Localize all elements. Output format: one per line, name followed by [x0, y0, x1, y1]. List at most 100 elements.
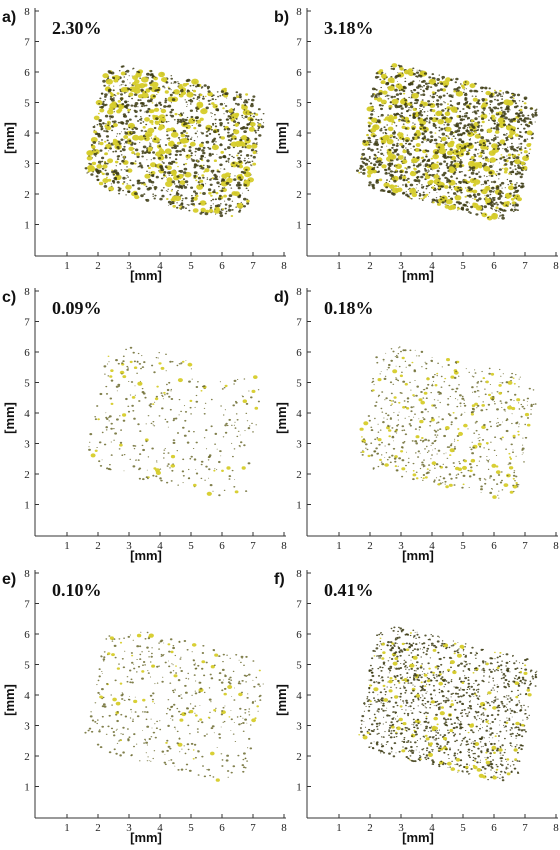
- particle: [530, 403, 533, 406]
- particle: [414, 380, 416, 381]
- particle: [178, 93, 181, 96]
- particle: [208, 687, 211, 689]
- particle: [187, 204, 190, 206]
- particle: [528, 152, 530, 154]
- particle: [127, 176, 129, 178]
- particle: [410, 90, 413, 92]
- particle: [140, 105, 144, 108]
- particle: [516, 105, 519, 108]
- particle: [191, 378, 193, 380]
- particle: [377, 452, 379, 454]
- particle: [482, 183, 484, 185]
- particle: [514, 206, 516, 208]
- particle: [164, 87, 166, 89]
- particle: [486, 456, 488, 457]
- particle: [112, 731, 116, 733]
- particle: [247, 427, 251, 430]
- particle: [117, 140, 121, 143]
- particle: [428, 192, 431, 194]
- particle: [186, 106, 188, 107]
- particle: [393, 113, 396, 116]
- particle: [218, 460, 221, 464]
- particle: [189, 703, 192, 705]
- particle: [404, 102, 408, 105]
- particle: [145, 89, 151, 93]
- particle: [467, 186, 471, 189]
- particle: [489, 193, 492, 196]
- particle: [180, 133, 186, 138]
- particle: [244, 430, 246, 432]
- particle: [241, 680, 244, 682]
- particle: [166, 198, 169, 200]
- particle: [128, 139, 132, 143]
- particle: [241, 657, 243, 659]
- particle: [465, 208, 469, 212]
- particle: [145, 185, 148, 188]
- particle: [454, 438, 456, 440]
- particle: [205, 183, 207, 185]
- particle: [463, 114, 468, 118]
- particle: [468, 139, 471, 141]
- particle: [103, 84, 106, 87]
- particle: [368, 125, 371, 128]
- particle: [109, 468, 112, 471]
- particle: [381, 463, 385, 466]
- particle: [224, 431, 228, 434]
- particle: [453, 484, 456, 486]
- particle: [490, 425, 492, 428]
- particle: [432, 380, 435, 382]
- particle: [249, 118, 254, 121]
- particle: [165, 166, 168, 169]
- particle: [389, 399, 391, 402]
- particle: [488, 141, 491, 143]
- particle: [100, 125, 103, 128]
- particle: [361, 450, 365, 453]
- particle: [505, 195, 510, 199]
- particle: [148, 650, 150, 652]
- particle: [222, 653, 225, 656]
- particle: [223, 720, 226, 723]
- particle: [194, 150, 197, 153]
- particle: [119, 443, 123, 447]
- particle: [133, 126, 136, 129]
- particle: [498, 210, 500, 212]
- particle: [166, 105, 169, 108]
- particle: [387, 414, 390, 417]
- particle: [126, 676, 129, 678]
- particle: [199, 179, 204, 183]
- particle: [225, 110, 229, 113]
- particle: [109, 397, 113, 400]
- particle: [380, 99, 387, 105]
- particle: [208, 154, 212, 157]
- particle: [486, 194, 490, 197]
- particle: [396, 153, 400, 156]
- particle: [139, 645, 142, 648]
- particle: [498, 384, 502, 387]
- particle: [411, 157, 418, 164]
- particle: [507, 390, 510, 393]
- particle: [149, 661, 152, 663]
- particle: [116, 711, 119, 713]
- particle: [498, 178, 500, 180]
- particle: [179, 718, 184, 722]
- particle: [378, 443, 381, 446]
- particle: [182, 112, 185, 114]
- particle: [188, 380, 191, 383]
- particle: [514, 112, 518, 115]
- particle: [167, 745, 171, 748]
- particle: [172, 441, 176, 444]
- particle: [442, 482, 444, 484]
- particle: [121, 362, 124, 364]
- particle: [526, 401, 528, 402]
- particle: [133, 667, 136, 670]
- particle: [504, 148, 508, 151]
- particle: [104, 169, 107, 172]
- particle: [145, 76, 147, 78]
- particle: [163, 176, 165, 178]
- particle: [493, 202, 496, 206]
- particle: [498, 424, 501, 426]
- particle: [429, 117, 433, 120]
- particle: [221, 689, 224, 692]
- particle: [195, 194, 199, 198]
- particle: [167, 452, 170, 454]
